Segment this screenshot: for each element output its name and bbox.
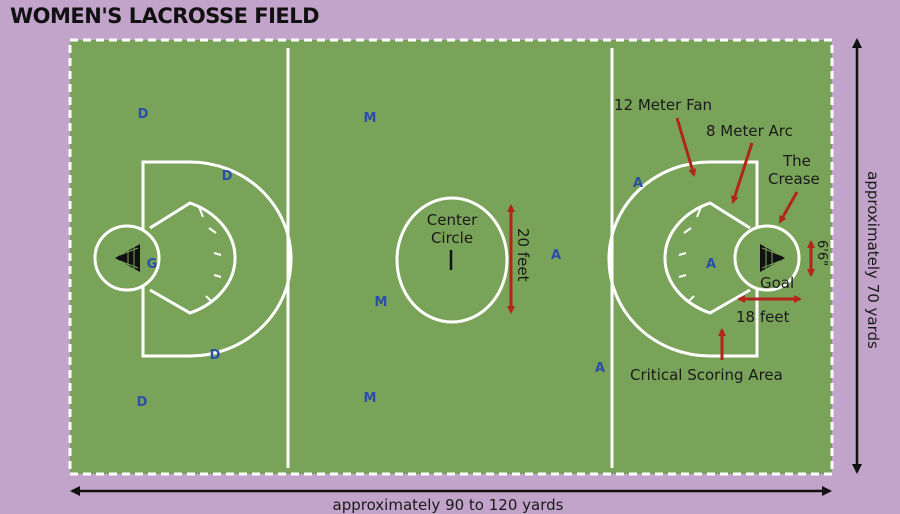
page-title: WOMEN'S LACROSSE FIELD bbox=[10, 4, 320, 28]
player-midfield: M bbox=[364, 111, 377, 126]
center-circle-label-line1: Center bbox=[427, 211, 478, 229]
player-goalie: G bbox=[147, 257, 158, 272]
player-midfield: M bbox=[375, 295, 388, 310]
hash-marks-left bbox=[198, 206, 222, 303]
six-feet-label: 6'6" bbox=[814, 240, 829, 266]
player-midfield: M bbox=[364, 391, 377, 406]
goal-label: Goal bbox=[760, 274, 794, 292]
width-dimension-label: approximately 70 yards bbox=[864, 171, 882, 349]
player-defense: D bbox=[222, 169, 233, 184]
twelve-meter-fan-right bbox=[607, 160, 759, 358]
player-defense: D bbox=[137, 395, 148, 410]
player-markers: D D D D G M M M A A A A bbox=[137, 107, 716, 410]
goal-left bbox=[115, 244, 140, 272]
twelve-meter-fan-label: 12 Meter Fan bbox=[614, 96, 712, 114]
player-defense: D bbox=[138, 107, 149, 122]
center-circle-label-line2: Circle bbox=[431, 229, 473, 247]
arrow-eight-meter-arc bbox=[731, 142, 754, 204]
eighteen-feet-label: 18 feet bbox=[736, 308, 790, 326]
twenty-feet-label: 20 feet bbox=[514, 228, 532, 282]
critical-scoring-area-label: Critical Scoring Area bbox=[630, 366, 783, 384]
hash-marks-right bbox=[678, 206, 702, 303]
arrow-twelve-meter-fan bbox=[675, 117, 697, 177]
crease-label-line1: The bbox=[782, 152, 811, 170]
player-attack: A bbox=[706, 257, 716, 272]
player-attack: A bbox=[551, 248, 561, 263]
player-attack: A bbox=[595, 361, 605, 376]
eight-meter-arc-left bbox=[149, 201, 237, 315]
eight-meter-arc-label: 8 Meter Arc bbox=[706, 122, 793, 140]
eight-meter-arc-right bbox=[663, 201, 751, 315]
length-dimension-label: approximately 90 to 120 yards bbox=[333, 496, 564, 514]
crease-label-line2: Crease bbox=[768, 170, 820, 188]
twelve-meter-fan-left bbox=[141, 160, 293, 358]
arrow-crease bbox=[778, 191, 799, 224]
player-defense: D bbox=[210, 348, 221, 363]
goal-right bbox=[760, 244, 785, 272]
player-attack: A bbox=[633, 176, 643, 191]
